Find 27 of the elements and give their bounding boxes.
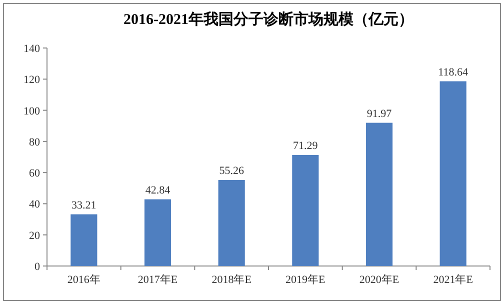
y-tick-label: 0	[34, 261, 40, 273]
bar	[218, 180, 245, 266]
data-label: 91.97	[366, 108, 392, 120]
bar	[440, 81, 466, 266]
y-tick-label: 60	[29, 168, 40, 180]
x-tick-label: 2016年	[67, 274, 100, 286]
x-tick-label: 2017年E	[138, 274, 178, 286]
bar	[144, 199, 172, 266]
data-label: 33.21	[72, 199, 96, 212]
y-tick-label: 120	[24, 74, 40, 86]
y-tick-label: 140	[24, 43, 40, 55]
data-label: 118.64	[438, 66, 469, 78]
x-tick-label: 2020年E	[359, 274, 400, 286]
x-tick-label: 2019年E	[286, 274, 326, 286]
x-tick-label: 2018年E	[212, 274, 252, 286]
y-tick-label: 40	[29, 198, 40, 211]
bar	[292, 154, 319, 266]
y-tick-label: 20	[29, 230, 40, 242]
x-tick-label: 2021年E	[433, 274, 474, 286]
y-tick-label: 80	[29, 136, 40, 148]
bar	[70, 214, 98, 266]
y-tick-label: 100	[24, 105, 40, 118]
data-label: 71.29	[293, 140, 318, 152]
data-label: 42.84	[145, 184, 171, 196]
data-label: 55.26	[219, 164, 244, 177]
chart-title: 2016-2021年我国分子诊断市场规模（亿元）	[124, 10, 414, 28]
bar	[366, 122, 393, 266]
